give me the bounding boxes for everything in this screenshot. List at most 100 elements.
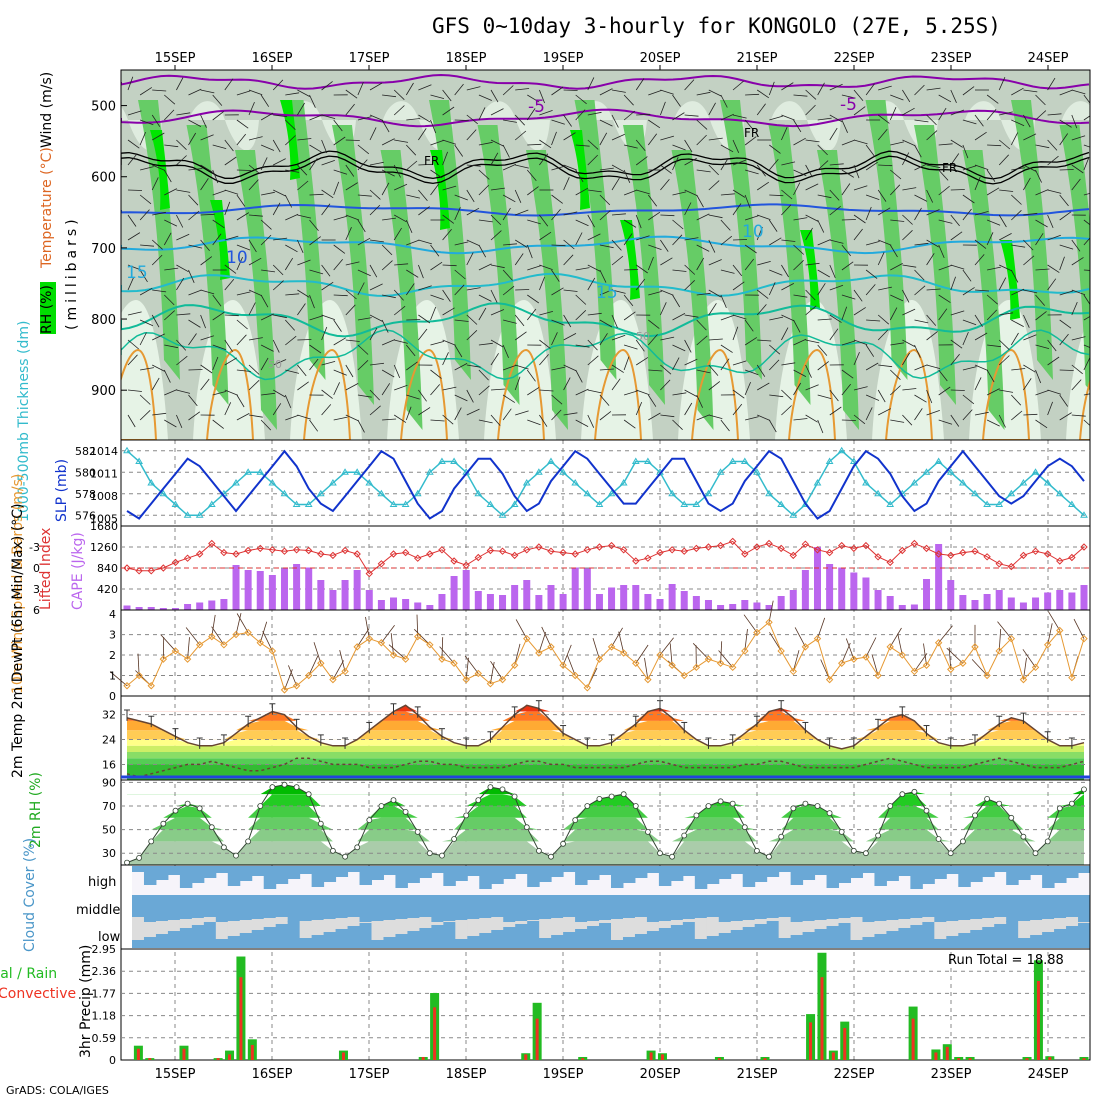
wind-barb xyxy=(164,144,179,148)
wind-barb xyxy=(176,339,187,351)
wind-barb xyxy=(321,404,332,416)
rh-bright-streak xyxy=(150,130,170,210)
wind-barb xyxy=(345,289,357,300)
cloud-middle-gap xyxy=(551,918,564,922)
cloud-low-bar xyxy=(622,937,636,948)
wind-barb xyxy=(877,207,891,216)
wind-barb xyxy=(611,164,625,173)
wind10-barb xyxy=(998,628,1002,651)
cloud-axis-label: Cloud Cover (%) xyxy=(22,838,38,952)
wind-barb xyxy=(708,89,722,97)
cloud-middle-gap xyxy=(946,921,959,922)
wind-barb xyxy=(151,177,159,191)
top-date-tick: 16SEP xyxy=(252,51,293,66)
thickness-marker xyxy=(1043,479,1052,486)
wind-barb xyxy=(865,362,879,371)
wind10-barb xyxy=(211,626,225,646)
wind-barb xyxy=(297,289,310,298)
cloud-low-bar xyxy=(778,938,792,948)
wind-barb xyxy=(357,344,369,355)
wind-barb xyxy=(273,114,288,118)
wind-barb xyxy=(648,291,662,296)
wind-barb xyxy=(587,111,602,116)
li-marker xyxy=(656,548,664,557)
wind-barb xyxy=(829,328,839,341)
temp-contour-orange xyxy=(884,348,934,440)
cloud-middle-bar xyxy=(718,895,732,922)
wind-barb xyxy=(381,119,390,133)
precip-convective-bar xyxy=(421,1056,425,1060)
li-marker xyxy=(426,550,434,558)
li-marker xyxy=(486,546,495,555)
cloud-low-gap xyxy=(167,922,181,931)
rh2m-marker xyxy=(669,853,675,860)
cloud-high-bar xyxy=(1042,866,1055,888)
cloud-high-bar xyxy=(682,866,696,876)
wind-marker xyxy=(995,647,1003,655)
wind-barb xyxy=(357,360,369,371)
wind-barb xyxy=(357,159,368,171)
wind-barb xyxy=(696,134,707,146)
cloud-high-bar xyxy=(455,866,468,881)
wind-barb xyxy=(877,189,887,202)
precip-convective-bar xyxy=(148,1058,152,1060)
li-marker xyxy=(317,550,325,558)
wind-barb xyxy=(974,176,981,191)
cloud-low-bar xyxy=(910,925,923,948)
wind-barb xyxy=(382,94,397,98)
wind-barb xyxy=(333,337,346,346)
wind-barb xyxy=(696,369,711,374)
wind-barb xyxy=(1035,311,1047,321)
cloud-low-gap xyxy=(838,922,851,923)
wind-barb xyxy=(623,219,637,228)
wind-barb xyxy=(587,154,598,166)
thickness-tick: 578 xyxy=(75,488,96,501)
cloud-middle-gap xyxy=(335,918,349,922)
wind-barb xyxy=(478,307,487,321)
rh-axis-label: RH (%) xyxy=(39,285,55,334)
thickness-tick: 576 xyxy=(75,509,96,522)
cloud-low-bar xyxy=(311,935,325,948)
cloud-low-gap xyxy=(383,922,396,937)
wind-barb xyxy=(720,344,733,353)
wind-barb xyxy=(309,269,324,275)
rh-green-column xyxy=(186,125,229,405)
wind-marker xyxy=(862,653,870,661)
wind-barb xyxy=(877,329,889,341)
wind-barb xyxy=(248,136,263,141)
precip-convective-bar xyxy=(957,1058,961,1060)
wind-barb xyxy=(732,239,748,241)
cloud-low-gap xyxy=(359,922,372,923)
cloud-middle-bar xyxy=(539,895,552,919)
wind-barb xyxy=(1023,314,1030,328)
li-marker xyxy=(850,544,858,553)
wind-barb xyxy=(781,189,793,200)
wind-barb xyxy=(829,284,844,291)
precip-tick: 0.59 xyxy=(92,1032,117,1045)
rh2m-marker xyxy=(560,840,566,847)
wind-barb xyxy=(236,169,251,171)
li-marker xyxy=(292,546,301,554)
thickness-marker xyxy=(425,468,434,475)
wind-barb xyxy=(345,339,360,342)
cloud-low-gap xyxy=(790,922,804,935)
rh2m-marker xyxy=(172,807,179,814)
wind-barb xyxy=(224,264,237,274)
wind-barb xyxy=(260,144,275,151)
li-marker xyxy=(498,547,507,555)
wind-barb xyxy=(575,344,590,348)
wind-barb xyxy=(950,414,960,427)
wind-barb xyxy=(708,239,716,253)
wind-barb xyxy=(297,102,305,116)
rh2m-tick: 90 xyxy=(102,776,116,789)
cloud-high-bar xyxy=(742,866,756,887)
wind-barb xyxy=(297,138,312,141)
wind-barb xyxy=(418,328,428,341)
pressure-tick: 800 xyxy=(91,313,116,328)
cloud-low-bar xyxy=(479,933,492,948)
wind-barb xyxy=(394,339,408,344)
cloud-middle-gap xyxy=(898,919,911,922)
wind-barb xyxy=(127,277,135,291)
cloud-high-bar xyxy=(922,866,935,884)
cloud-middle-gap xyxy=(611,919,624,922)
